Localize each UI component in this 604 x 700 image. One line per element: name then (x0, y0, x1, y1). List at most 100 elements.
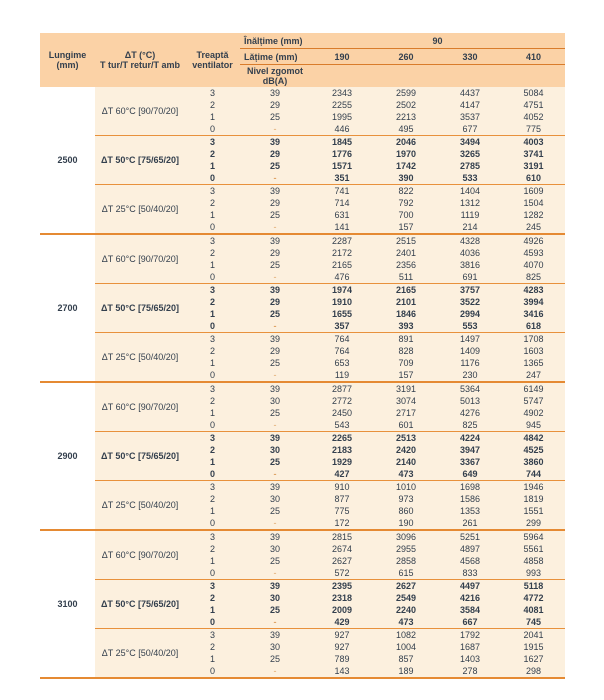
output-330-cell: 2785 (438, 160, 502, 172)
output-190-cell: 1929 (310, 456, 374, 468)
delta-t-cell: ΔT 50°C [75/65/20] (95, 283, 185, 333)
output-410-cell: 1609 (502, 184, 566, 197)
output-190-cell: 351 (310, 172, 374, 185)
output-190-cell: 775 (310, 505, 374, 517)
delta-t-cell: ΔT 60°C [90/70/20] (95, 382, 185, 432)
table-row: 0-357 393 553 618 (40, 320, 566, 333)
length-column-header: Lungime (mm) (40, 33, 95, 87)
fan-step-header-line2: ventilator (192, 60, 233, 70)
table-row: 0-141 157 214 245 (40, 221, 566, 235)
fan-speed-cell: 2 (185, 345, 240, 357)
delta-t-cell: ΔT 25°C [50/40/20] (95, 628, 185, 679)
output-410-cell: 245 (502, 221, 566, 235)
output-330-cell: 4437 (438, 87, 502, 99)
fan-speed-cell: 0 (185, 468, 240, 481)
noise-level-cell: 25 (240, 407, 310, 419)
length-cell: 3100 (40, 530, 95, 679)
noise-level-cell: 39 (240, 87, 310, 99)
output-330-cell: 1586 (438, 493, 502, 505)
fan-speed-cell: 2 (185, 641, 240, 653)
output-190-cell: 789 (310, 653, 374, 665)
output-330-cell: 4328 (438, 234, 502, 247)
output-260-cell: 2858 (374, 555, 438, 567)
fan-speed-cell: 1 (185, 160, 240, 172)
table-row: 0-119 157 230 247 (40, 369, 566, 383)
output-190-cell: 910 (310, 480, 374, 493)
delta-t-cell: ΔT 50°C [75/65/20] (95, 431, 185, 481)
output-410-cell: 4842 (502, 431, 566, 444)
output-330-cell: 1353 (438, 505, 502, 517)
output-190-cell: 2343 (310, 87, 374, 99)
noise-level-cell: 39 (240, 135, 310, 148)
output-260-cell: 2717 (374, 407, 438, 419)
output-260-cell: 601 (374, 419, 438, 432)
output-190-cell: 2772 (310, 395, 374, 407)
table-row: 1 25 2627 2858 4568 4858 (40, 555, 566, 567)
output-330-cell: 4216 (438, 592, 502, 604)
output-330-cell: 3494 (438, 135, 502, 148)
output-260-cell: 1082 (374, 628, 438, 641)
fan-speed-cell: 3 (185, 184, 240, 197)
output-330-cell: 1404 (438, 184, 502, 197)
fan-speed-cell: 2 (185, 148, 240, 160)
output-330-cell: 230 (438, 369, 502, 383)
fan-speed-cell: 0 (185, 419, 240, 432)
table-row: 1 25 2009 2240 3584 4081 (40, 604, 566, 616)
output-330-cell: 677 (438, 123, 502, 136)
fan-speed-cell: 3 (185, 234, 240, 247)
output-330-cell: 4897 (438, 543, 502, 555)
length-cell: 2500 (40, 87, 95, 235)
output-330-cell: 1312 (438, 197, 502, 209)
output-330-cell: 4497 (438, 579, 502, 592)
noise-level-cell: 39 (240, 283, 310, 296)
fan-speed-cell: 3 (185, 530, 240, 543)
output-410-cell: 299 (502, 517, 566, 531)
output-260-cell: 891 (374, 332, 438, 345)
output-330-cell: 1409 (438, 345, 502, 357)
width-value-190: 190 (310, 48, 374, 65)
noise-level-cell: 30 (240, 444, 310, 456)
output-260-cell: 2420 (374, 444, 438, 456)
noise-level-cell: - (240, 271, 310, 284)
noise-level-cell: 29 (240, 345, 310, 357)
output-410-cell: 298 (502, 665, 566, 679)
output-410-cell: 3741 (502, 148, 566, 160)
table-row: 2 30 2183 2420 3947 4525 (40, 444, 566, 456)
output-410-cell: 4858 (502, 555, 566, 567)
heat-output-table: Lungime (mm) ΔT (°C) T tur/T retur/T amb… (40, 33, 566, 679)
output-410-cell: 825 (502, 271, 566, 284)
output-260-cell: 973 (374, 493, 438, 505)
output-330-cell: 3947 (438, 444, 502, 456)
noise-level-cell: 30 (240, 592, 310, 604)
output-410-cell: 4081 (502, 604, 566, 616)
height-label: Înălțime (mm) (240, 33, 310, 49)
width-label: Lățime (mm) (240, 48, 310, 65)
width-value-410: 410 (502, 48, 566, 65)
output-260-cell: 860 (374, 505, 438, 517)
fan-speed-cell: 3 (185, 135, 240, 148)
output-410-cell: 1504 (502, 197, 566, 209)
output-330-cell: 1119 (438, 209, 502, 221)
output-260-cell: 822 (374, 184, 438, 197)
output-410-cell: 1708 (502, 332, 566, 345)
output-190-cell: 1776 (310, 148, 374, 160)
table-row: ΔT 50°C [75/65/20] 3 39 2395 2627 4497 5118 (40, 579, 566, 629)
output-410-cell: 4070 (502, 259, 566, 271)
noise-level-cell: 25 (240, 357, 310, 369)
delta-t-cell: ΔT 60°C [90/70/20] (95, 530, 185, 580)
output-410-cell: 5964 (502, 530, 566, 543)
output-190-cell: 429 (310, 616, 374, 629)
output-410-cell: 5561 (502, 543, 566, 555)
output-260-cell: 2101 (374, 296, 438, 308)
noise-level-cell: 39 (240, 431, 310, 444)
fan-speed-cell: 3 (185, 382, 240, 395)
output-260-cell: 157 (374, 221, 438, 235)
fan-speed-cell: 1 (185, 308, 240, 320)
output-410-cell: 4751 (502, 99, 566, 111)
output-260-cell: 157 (374, 369, 438, 383)
output-190-cell: 2255 (310, 99, 374, 111)
output-410-cell: 1627 (502, 653, 566, 665)
output-410-cell: 3860 (502, 456, 566, 468)
output-330-cell: 553 (438, 320, 502, 333)
output-190-cell: 2009 (310, 604, 374, 616)
